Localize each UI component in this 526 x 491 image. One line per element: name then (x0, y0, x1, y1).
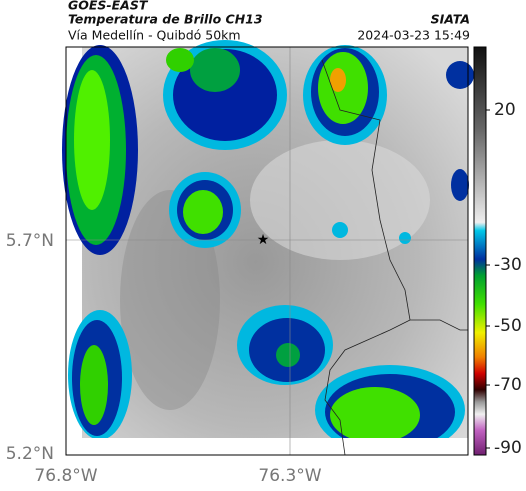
lon-label: 76.3°W (258, 466, 321, 486)
satellite-image: ★ (62, 40, 474, 456)
org: SIATA (431, 12, 470, 27)
datetime: 2024-03-23 15:49 (357, 28, 470, 43)
colorbar-label: -70 (494, 375, 522, 395)
colorbar (473, 46, 487, 456)
lat-label: 5.2°N (6, 444, 54, 464)
subtitle: Vía Medellín - Quibdó 50km (68, 28, 241, 43)
svg-text:★: ★ (257, 232, 270, 248)
lat-label: 5.7°N (6, 231, 54, 251)
map-frame (65, 46, 469, 456)
colorbar-label: -50 (494, 316, 522, 336)
colorbar-label: -30 (494, 255, 522, 275)
title: Temperatura de Brillo CH13 (68, 12, 263, 27)
colorbar-label: -90 (494, 438, 522, 458)
source: GOES-EAST (68, 0, 149, 13)
colorbar-label: 20 (494, 100, 516, 120)
lon-label: 76.8°W (34, 466, 97, 486)
